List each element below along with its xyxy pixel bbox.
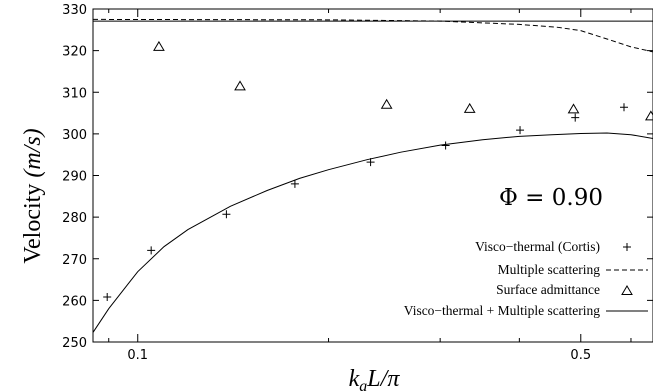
triangle-marker: [567, 103, 580, 114]
y-tick-label: 330: [62, 3, 87, 18]
plus-marker: [623, 243, 631, 251]
multiple-scattering-line: [93, 18, 653, 53]
plus-marker: [619, 103, 628, 112]
y-tick-label: 300: [62, 128, 87, 143]
y-tick-label: 320: [62, 45, 87, 60]
x-tick-label: 0.5: [570, 348, 591, 363]
phi-annotation: Φ = 0.90: [499, 185, 603, 211]
triangle-marker: [621, 285, 633, 295]
y-tick-label: 290: [62, 170, 87, 185]
x-tick-label: 0.1: [127, 348, 148, 363]
y-tick-label: 270: [62, 253, 87, 268]
plus-marker: [571, 113, 580, 122]
triangle-marker: [463, 102, 476, 113]
legend-label: Surface admittance: [496, 282, 600, 297]
plus-marker: [222, 210, 231, 219]
y-tick-label: 260: [62, 294, 87, 309]
legend-label: Visco−thermal (Cortis): [475, 239, 600, 254]
combined-model-line: [93, 132, 653, 333]
x-axis-label: kaL/π: [349, 366, 401, 392]
plus-marker: [147, 246, 156, 255]
triangle-marker: [644, 110, 653, 121]
y-tick-label: 250: [62, 336, 87, 351]
plus-marker: [441, 141, 450, 150]
triangle-marker: [234, 80, 246, 91]
triangle-marker: [153, 40, 165, 51]
plus-marker: [516, 126, 525, 135]
series-group: [93, 18, 653, 333]
y-tick-label: 280: [62, 211, 87, 226]
legend-label: Visco−thermal + Multiple scattering: [404, 303, 600, 318]
plus-marker: [290, 179, 299, 188]
plus-marker: [366, 158, 375, 167]
legend-label: Multiple scattering: [498, 262, 601, 277]
y-axis-label: Velocity (m/s): [20, 128, 46, 263]
y-tick-label: 310: [62, 86, 87, 101]
plus-marker: [103, 293, 112, 302]
triangle-marker: [380, 98, 393, 109]
